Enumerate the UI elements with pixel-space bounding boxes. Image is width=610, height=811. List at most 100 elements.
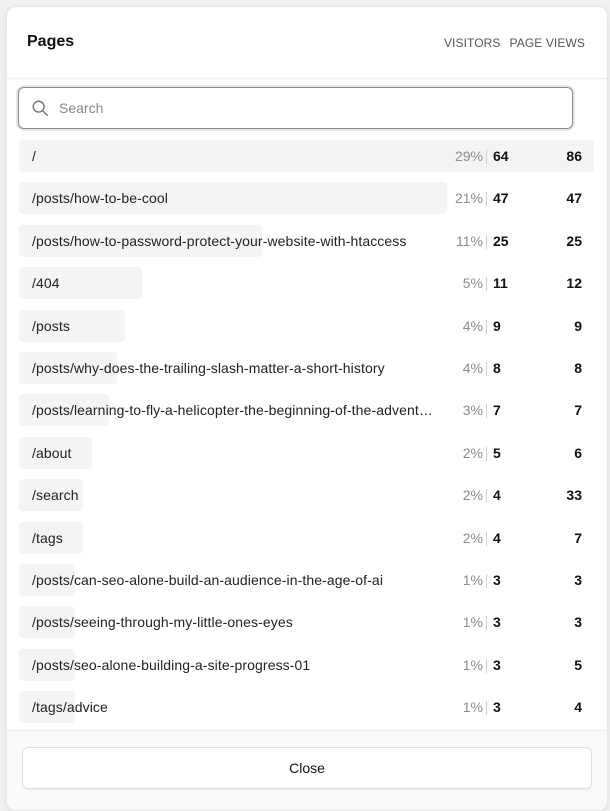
visitor-share-bar — [19, 394, 109, 427]
visitor-share-bar — [19, 309, 126, 342]
column-divider — [486, 319, 487, 334]
page-path: /posts/how-to-password-protect-your-webs… — [32, 232, 407, 249]
visitor-share-bar — [19, 182, 447, 215]
visitor-percent: 2% — [462, 444, 483, 461]
page-path: /404 — [32, 275, 60, 292]
page-path: /tags/advice — [32, 699, 108, 716]
page-row[interactable]: /tags/advice 1% 3 4 — [7, 691, 607, 733]
column-divider — [486, 234, 487, 249]
page-views-count: 5 — [574, 656, 582, 673]
visitor-share-bar — [19, 140, 594, 172]
visitor-percent: 2% — [462, 487, 483, 504]
page-views-count: 9 — [574, 317, 582, 334]
visitor-share-bar — [19, 606, 75, 639]
visitor-percent: 21% — [454, 190, 483, 207]
page-views-count: 7 — [574, 402, 582, 419]
page-row[interactable]: /about 2% 5 6 — [7, 436, 607, 479]
page-row[interactable]: /posts 4% 9 9 — [7, 309, 607, 352]
visitors-count: 3 — [493, 699, 501, 716]
page-path: /posts/learning-to-fly-a-helicopter-the-… — [32, 402, 435, 419]
visitor-percent: 4% — [462, 317, 483, 334]
modal-header: Pages VISITORS PAGE VIEWS — [7, 7, 607, 79]
visitor-percent: 11% — [456, 232, 483, 249]
page-views-count: 3 — [574, 614, 582, 631]
page-path: /search — [32, 487, 79, 504]
page-views-count: 33 — [566, 487, 582, 504]
visitors-column-header: VISITORS — [443, 36, 501, 50]
column-divider — [486, 573, 487, 588]
page-path: / — [32, 148, 36, 164]
column-divider — [486, 192, 487, 207]
visitor-percent: 5% — [462, 275, 483, 292]
page-row[interactable]: /posts/seo-alone-building-a-site-progres… — [7, 648, 607, 691]
column-divider — [486, 531, 487, 546]
page-path: /about — [32, 444, 72, 461]
page-row[interactable]: /posts/can-seo-alone-build-an-audience-i… — [7, 563, 607, 606]
visitors-count: 64 — [493, 148, 509, 164]
visitors-count: 4 — [493, 487, 501, 504]
search-input[interactable] — [59, 88, 559, 127]
page-views-count: 7 — [574, 529, 582, 546]
column-divider — [486, 150, 487, 164]
page-path: /tags — [32, 529, 63, 546]
visitor-share-bar — [19, 267, 142, 300]
pages-modal: Pages VISITORS PAGE VIEWS /29%6486/posts… — [6, 6, 608, 811]
visitor-percent: 1% — [462, 571, 483, 588]
visitor-percent: 3% — [462, 402, 483, 419]
visitors-count: 25 — [493, 232, 509, 249]
page-views-count: 6 — [574, 444, 582, 461]
column-divider — [486, 658, 487, 673]
visitor-share-bar — [19, 479, 84, 512]
page-row[interactable]: /posts/why-does-the-trailing-slash-matte… — [7, 351, 607, 394]
page-path: /posts/how-to-be-cool — [32, 190, 168, 207]
page-path: /posts/why-does-the-trailing-slash-matte… — [32, 359, 385, 376]
column-divider — [486, 701, 487, 716]
visitors-count: 9 — [493, 317, 501, 334]
visitor-share-bar — [19, 563, 75, 596]
page-row[interactable]: /search 2% 4 33 — [7, 479, 607, 521]
page-views-count: 8 — [574, 359, 582, 376]
column-headers: VISITORS PAGE VIEWS — [444, 36, 585, 50]
visitor-share-bar — [19, 224, 262, 257]
column-divider — [486, 277, 487, 292]
page-row[interactable]: / 29% 64 86 — [7, 140, 607, 182]
search-icon — [32, 100, 48, 116]
page-path: /posts/can-seo-alone-build-an-audience-i… — [32, 571, 384, 588]
visitor-percent: 4% — [462, 359, 483, 376]
visitors-count: 3 — [493, 656, 501, 673]
visitors-count: 3 — [493, 614, 501, 631]
page-row[interactable]: /posts/learning-to-fly-a-helicopter-the-… — [7, 394, 607, 436]
close-button[interactable]: Close — [22, 747, 592, 789]
visitor-percent: 1% — [462, 614, 483, 631]
visitor-share-bar — [19, 648, 75, 681]
page-path: /posts/seeing-through-my-little-ones-eye… — [32, 614, 293, 631]
page-row[interactable]: /tags 2% 4 7 — [7, 521, 607, 564]
page-views-count: 25 — [566, 232, 582, 249]
visitors-count: 3 — [493, 571, 501, 588]
modal-footer: Close — [7, 730, 607, 810]
page-row[interactable]: /posts/how-to-password-protect-your-webs… — [7, 224, 607, 267]
pages-list: /29% 64 86/posts/how-to-be-cool 21% 47 47/pos… — [7, 140, 607, 733]
visitors-count: 7 — [493, 402, 501, 419]
search-box[interactable] — [18, 87, 573, 129]
page-views-column-header: PAGE VIEWS — [509, 36, 585, 50]
visitor-share-bar — [19, 351, 118, 384]
visitors-count: 5 — [493, 444, 501, 461]
page-views-count: 86 — [566, 148, 582, 164]
page-row[interactable]: /posts/seeing-through-my-little-ones-eye… — [7, 606, 607, 648]
column-divider — [486, 446, 487, 461]
visitor-share-bar — [19, 521, 84, 554]
modal-title: Pages — [27, 33, 75, 50]
page-views-count: 4 — [574, 699, 582, 716]
page-views-count: 3 — [574, 571, 582, 588]
column-divider — [486, 489, 487, 504]
page-path: /posts — [32, 317, 70, 334]
page-row[interactable]: /posts/how-to-be-cool 21% 47 47 — [7, 182, 607, 224]
page-views-count: 47 — [566, 190, 582, 207]
column-divider — [486, 361, 487, 376]
visitor-percent: 29% — [454, 148, 483, 164]
visitors-count: 4 — [493, 529, 501, 546]
visitors-count: 8 — [493, 359, 501, 376]
page-path: /posts/seo-alone-building-a-site-progres… — [32, 656, 311, 673]
page-row[interactable]: /404 5% 11 12 — [7, 267, 607, 309]
